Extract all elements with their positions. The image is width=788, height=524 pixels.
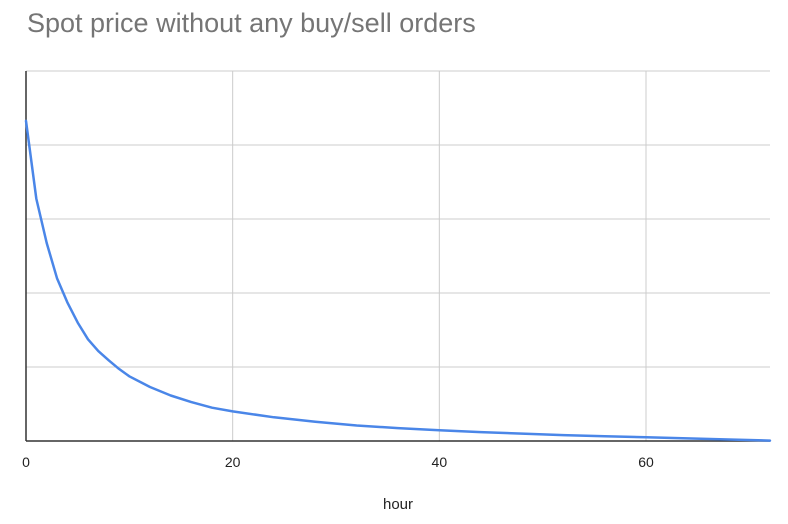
x-tick-label: 20: [225, 454, 241, 470]
x-axis-title: hour: [383, 496, 413, 513]
x-tick-label: 0: [22, 454, 30, 470]
chart-title: Spot price without any buy/sell orders: [27, 8, 476, 38]
series-layer: [24, 119, 772, 442]
x-tick-label: 60: [638, 454, 654, 470]
series-line: [24, 119, 772, 442]
grid: [26, 70, 770, 441]
axes: [25, 71, 770, 442]
x-tick-label: 40: [432, 454, 448, 470]
x-tick-labels: 0 20 40 60: [22, 454, 654, 470]
